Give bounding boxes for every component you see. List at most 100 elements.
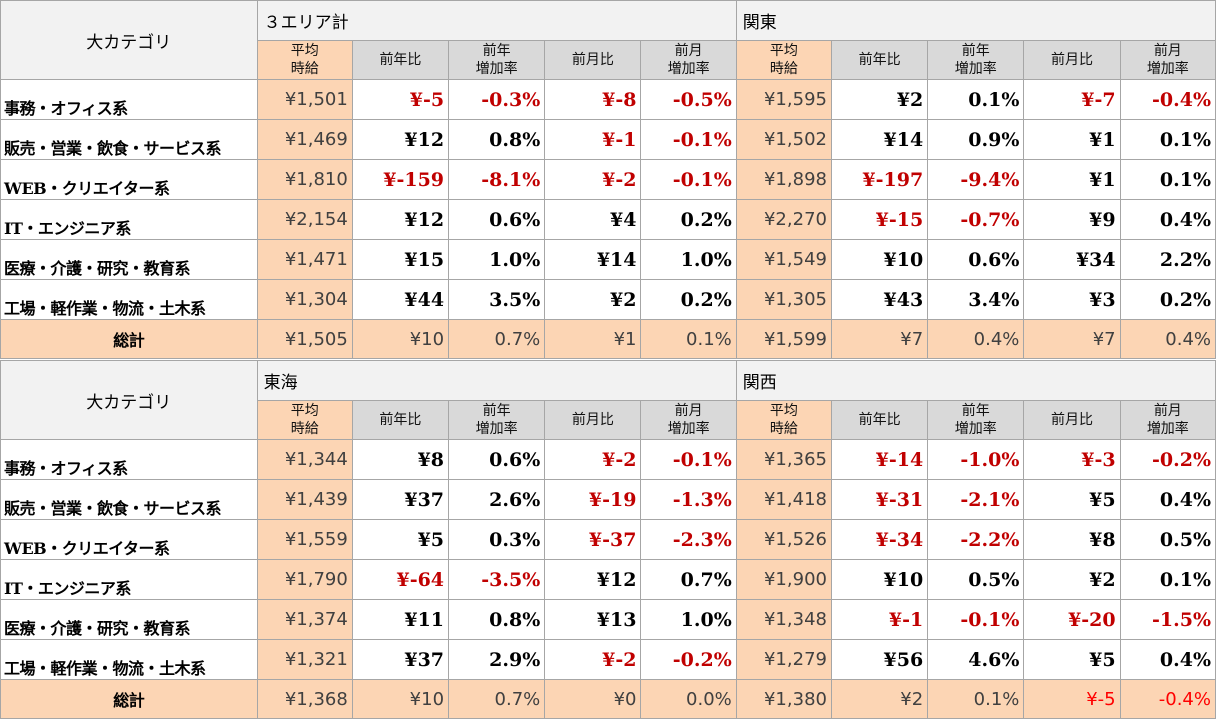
- table-cell: ¥1,790: [256, 559, 353, 600]
- table-cell: 0.2%: [640, 279, 737, 320]
- table-cell: ¥-2: [544, 439, 642, 480]
- total-cell: 0.4%: [927, 319, 1025, 359]
- table-cell: ¥3: [1023, 279, 1121, 320]
- table-cell: ¥-34: [830, 519, 929, 560]
- table-cell: -2.1%: [927, 479, 1025, 520]
- table-cell: ¥14: [544, 239, 642, 280]
- total-cell: 0.4%: [1119, 319, 1217, 359]
- table-cell: ¥-15: [830, 199, 929, 240]
- table-cell: ¥12: [351, 119, 450, 160]
- table-cell: 0.4%: [1119, 479, 1217, 520]
- table-cell: 0.4%: [1119, 639, 1217, 680]
- total-row: 総計 ¥1,505 ¥10 0.7% ¥1 0.1% ¥1,599 ¥7 0.4% ¥7 0.4%: [0, 319, 1217, 359]
- table-cell: -0.1%: [640, 119, 737, 160]
- table-cell: ¥5: [351, 519, 450, 560]
- avg-wage-header-line2: 時給: [769, 61, 798, 77]
- category-label: IT・エンジニア系: [0, 199, 258, 240]
- table-cell: -2.2%: [927, 519, 1025, 560]
- table-cell: ¥1,365: [735, 439, 832, 480]
- table-cell: 0.8%: [448, 119, 546, 160]
- category-label: WEB・クリエイター系: [0, 519, 258, 560]
- table-cell: ¥10: [830, 239, 929, 280]
- table-cell: 3.4%: [927, 279, 1025, 320]
- table-cell: -8.1%: [448, 159, 546, 200]
- yoy-rate-header-line2: 増加率: [954, 421, 997, 437]
- avg-wage-header-line1: 平均: [769, 43, 798, 59]
- wage-table-top: 大カテゴリ ３エリア計 関東 平均 時給 前年比 前年 増加率 前月比 前月 増加率 平均 時給 前年比前…: [0, 0, 1217, 359]
- table-cell: ¥-5: [351, 79, 450, 120]
- avg-wage-header: 平均 時給: [735, 40, 832, 80]
- table-cell: 0.2%: [1119, 279, 1217, 320]
- yoy-rate-header-line1: 前年: [961, 43, 990, 59]
- total-cell: ¥1,380: [735, 679, 832, 719]
- avg-wage-header-line2: 時給: [290, 421, 319, 437]
- yoy-rate-header: 前年 増加率: [448, 400, 546, 440]
- table-cell: 1.0%: [640, 599, 737, 640]
- mom-rate-header: 前月 増加率: [640, 400, 737, 440]
- category-label: 販売・営業・飲食・サービス系: [0, 119, 258, 160]
- table-cell: -0.7%: [927, 199, 1025, 240]
- table-cell: -2.3%: [640, 519, 737, 560]
- category-label: 医療・介護・研究・教育系: [0, 599, 258, 640]
- yoy-rate-header-line2: 増加率: [475, 421, 518, 437]
- table-cell: ¥-7: [1023, 79, 1121, 120]
- table-cell: ¥10: [830, 559, 929, 600]
- yoy-rate-header: 前年 増加率: [927, 40, 1025, 80]
- table-cell: 0.8%: [448, 599, 546, 640]
- mom-rate-header-line2: 増加率: [667, 61, 710, 77]
- table-row: 販売・営業・飲食・サービス系 ¥1,469 ¥12 0.8% ¥-1 -0.1% ¥1,50…: [0, 119, 1217, 160]
- table-row: IT・エンジニア系 ¥2,154 ¥12 0.6% ¥4 0.2% ¥2,270 ¥-15 -0…: [0, 199, 1217, 240]
- table-cell: ¥1,305: [735, 279, 832, 320]
- total-cell: -0.4%: [1119, 679, 1217, 719]
- table-cell: ¥9: [1023, 199, 1121, 240]
- table-cell: ¥2: [544, 279, 642, 320]
- yoy-header: 前年比: [830, 400, 929, 440]
- table-cell: 0.3%: [448, 519, 546, 560]
- table-cell: ¥1,549: [735, 239, 832, 280]
- yoy-rate-header-line1: 前年: [482, 43, 511, 59]
- table-cell: 2.9%: [448, 639, 546, 680]
- table-cell: ¥1,559: [256, 519, 353, 560]
- yoy-rate-header-line1: 前年: [482, 403, 511, 419]
- table-cell: ¥5: [1023, 479, 1121, 520]
- avg-wage-header: 平均 時給: [256, 400, 353, 440]
- region-name: 関東: [735, 0, 1217, 41]
- total-cell: ¥10: [351, 319, 450, 359]
- yoy-header: 前年比: [351, 400, 450, 440]
- table-cell: ¥44: [351, 279, 450, 320]
- region-name: ３エリア計: [256, 0, 737, 41]
- table-cell: 1.0%: [640, 239, 737, 280]
- total-cell: ¥1: [544, 319, 642, 359]
- mom-rate-header: 前月 増加率: [640, 40, 737, 80]
- region-name: 関西: [735, 360, 1217, 401]
- table-cell: -0.3%: [448, 79, 546, 120]
- table-cell: ¥56: [830, 639, 929, 680]
- table-cell: -0.2%: [1119, 439, 1217, 480]
- table-cell: ¥-197: [830, 159, 929, 200]
- yoy-rate-header-line1: 前年: [961, 403, 990, 419]
- region-name: 東海: [256, 360, 737, 401]
- table-cell: ¥14: [830, 119, 929, 160]
- table-cell: ¥37: [351, 479, 450, 520]
- table-cell: ¥13: [544, 599, 642, 640]
- table-cell: ¥1,502: [735, 119, 832, 160]
- table-row: 工場・軽作業・物流・土木系 ¥1,321 ¥37 2.9% ¥-2 -0.2% ¥1,279…: [0, 639, 1217, 680]
- avg-wage-header: 平均 時給: [256, 40, 353, 80]
- mom-header: 前月比: [1023, 40, 1121, 80]
- category-label: 事務・オフィス系: [0, 79, 258, 120]
- category-label: 工場・軽作業・物流・土木系: [0, 279, 258, 320]
- table-cell: ¥8: [351, 439, 450, 480]
- total-cell: ¥1,368: [256, 679, 353, 719]
- table-cell: -0.5%: [640, 79, 737, 120]
- table-cell: 0.5%: [1119, 519, 1217, 560]
- table-cell: ¥11: [351, 599, 450, 640]
- mom-header: 前月比: [544, 40, 642, 80]
- table-cell: 2.6%: [448, 479, 546, 520]
- table-cell: ¥2,270: [735, 199, 832, 240]
- yoy-header: 前年比: [830, 40, 929, 80]
- table-cell: ¥1,344: [256, 439, 353, 480]
- table-row: 事務・オフィス系 ¥1,344 ¥8 0.6% ¥-2 -0.1% ¥1,365 ¥-14 -1…: [0, 439, 1217, 480]
- table-cell: ¥1: [1023, 119, 1121, 160]
- region-header-row: 大カテゴリ 東海 関西: [0, 360, 1217, 440]
- table-cell: ¥4: [544, 199, 642, 240]
